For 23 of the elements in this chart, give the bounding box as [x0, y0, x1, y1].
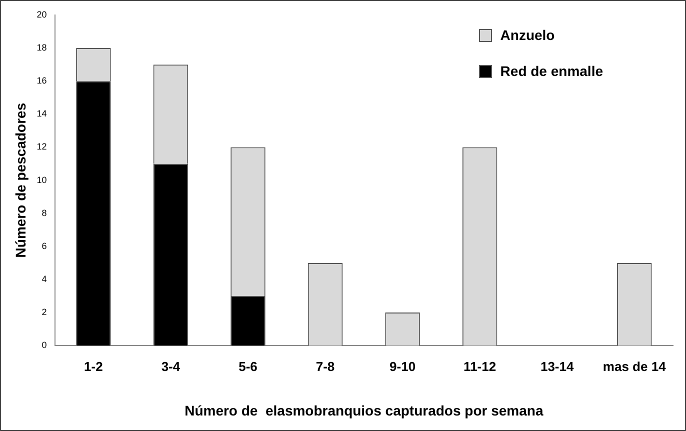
y-tick-label: 6	[42, 240, 47, 251]
legend-label: Anzuelo	[500, 27, 555, 43]
y-axis-title: Número de pescadores	[12, 102, 28, 258]
x-tick-label: 9-10	[390, 358, 416, 374]
x-tick-label: 7-8	[316, 358, 335, 374]
y-tick-label: 0	[42, 340, 47, 350]
x-tick-label: 3-4	[161, 358, 181, 374]
x-tick-label: 1-2	[84, 358, 103, 374]
y-tick-label: 20	[36, 9, 47, 20]
legend-label: Red de enmalle	[500, 63, 603, 79]
y-tick-label: 16	[36, 76, 47, 86]
x-tick-label: mas de 14	[602, 358, 667, 374]
y-tick-label: 12	[36, 142, 47, 152]
y-tick-label: 18	[36, 42, 47, 53]
y-tick-label: 8	[42, 208, 47, 218]
x-tick-label: 13-14	[540, 358, 574, 374]
x-axis-title: Número de elasmobranquios capturados por semana	[184, 402, 544, 418]
y-tick-label: 14	[36, 108, 47, 119]
x-tick-label: 11-12	[464, 358, 496, 374]
y-tick-label: 4	[42, 274, 47, 284]
y-tick-label: 2	[42, 307, 47, 318]
x-tick-label: 5-6	[238, 358, 258, 374]
y-tick-label: 10	[36, 174, 47, 185]
